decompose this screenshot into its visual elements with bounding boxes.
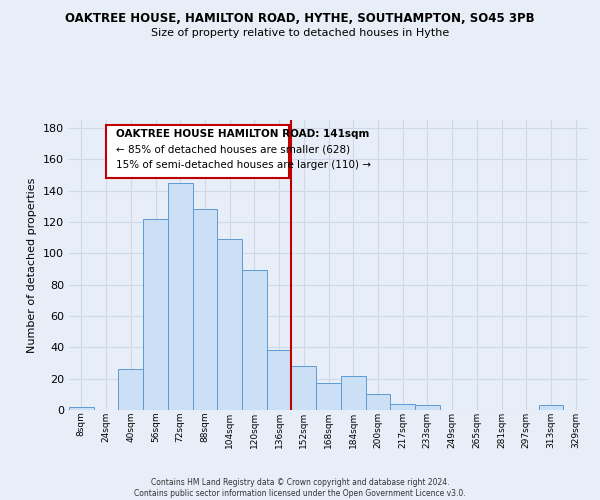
Bar [193, 210, 217, 410]
Text: OAKTREE HOUSE HAMILTON ROAD: 141sqm: OAKTREE HOUSE HAMILTON ROAD: 141sqm [116, 129, 370, 139]
Bar [267, 350, 292, 410]
FancyBboxPatch shape [106, 124, 289, 178]
Text: OAKTREE HOUSE, HAMILTON ROAD, HYTHE, SOUTHAMPTON, SO45 3PB: OAKTREE HOUSE, HAMILTON ROAD, HYTHE, SOU… [65, 12, 535, 26]
Bar [69, 407, 94, 410]
Text: ← 85% of detached houses are smaller (628): ← 85% of detached houses are smaller (62… [116, 144, 350, 154]
Text: Contains HM Land Registry data © Crown copyright and database right 2024.
Contai: Contains HM Land Registry data © Crown c… [134, 478, 466, 498]
Bar [539, 406, 563, 410]
Bar [242, 270, 267, 410]
Bar [217, 239, 242, 410]
Bar [118, 369, 143, 410]
Bar [168, 182, 193, 410]
Bar [143, 219, 168, 410]
Text: Size of property relative to detached houses in Hythe: Size of property relative to detached ho… [151, 28, 449, 38]
Bar [415, 406, 440, 410]
Text: 15% of semi-detached houses are larger (110) →: 15% of semi-detached houses are larger (… [116, 160, 371, 170]
Bar [316, 384, 341, 410]
Bar [365, 394, 390, 410]
Bar [292, 366, 316, 410]
Bar [390, 404, 415, 410]
Bar [341, 376, 365, 410]
Y-axis label: Number of detached properties: Number of detached properties [28, 178, 37, 352]
